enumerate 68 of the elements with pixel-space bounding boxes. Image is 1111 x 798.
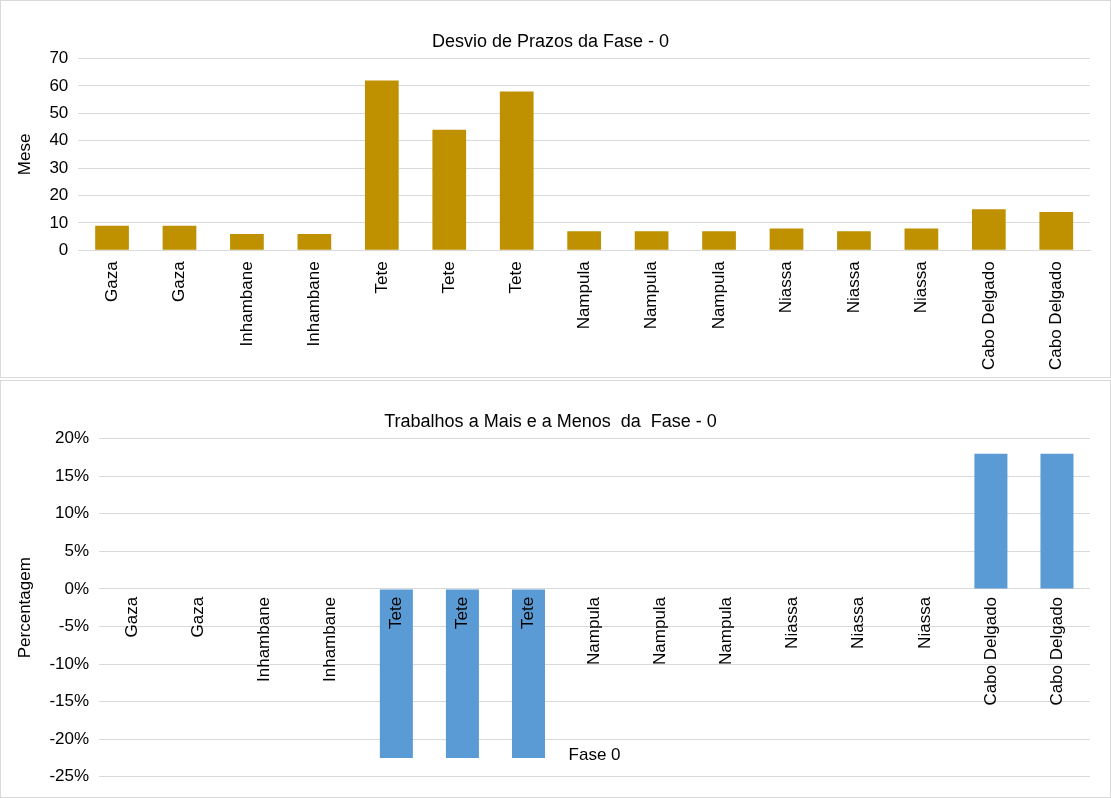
y-tick-label: -15% (49, 691, 90, 711)
bar (567, 231, 602, 250)
y-tick-label: 70 (49, 48, 69, 68)
y-tick-label: 40 (49, 130, 69, 150)
x-tick-label: Cabo Delgado (978, 261, 998, 371)
y-tick-label: 0 (58, 240, 69, 259)
bar (1039, 211, 1074, 250)
x-tick-label: Inhambane (304, 261, 324, 347)
x-tick-label: Niassa (911, 260, 931, 314)
x-tick-label: Nampula (641, 260, 661, 330)
x-tick-label: Cabo Delgado (1046, 596, 1066, 706)
y-tick-label: 20% (55, 428, 90, 448)
x-tick-label: Nampula (708, 260, 728, 330)
x-axis-title: Fase 0 (568, 744, 621, 764)
x-tick-label: Tete (452, 596, 472, 630)
x-tick-label: Niassa (914, 596, 934, 649)
bar (971, 209, 1006, 250)
bar (702, 231, 736, 250)
bar (769, 228, 804, 250)
x-tick-label: Niassa (782, 596, 802, 649)
bar (364, 80, 399, 250)
bar (499, 91, 534, 250)
bar (95, 225, 129, 250)
x-tick-label: Gaza (169, 260, 189, 302)
y-tick-label: -5% (58, 616, 90, 636)
chart-title: Trabalhos a Mais e a Menos da Fase - 0 (384, 410, 717, 431)
x-tick-label: Inhambane (253, 596, 273, 682)
y-tick-label: -20% (49, 728, 90, 748)
x-tick-label: Nampula (573, 260, 593, 330)
y-tick-label: 5% (64, 541, 90, 561)
bar (837, 231, 871, 250)
x-tick-label: Tete (438, 261, 458, 294)
bar (162, 225, 197, 250)
y-tick-label: 50 (49, 103, 69, 123)
y-tick-label: 10 (49, 212, 69, 232)
x-tick-label: Tete (386, 596, 406, 630)
x-tick-label: Niassa (776, 260, 796, 314)
y-tick-label: -10% (49, 653, 90, 673)
x-tick-label: Nampula (584, 596, 604, 665)
x-tick-label: Nampula (650, 596, 670, 665)
bar (432, 129, 467, 250)
y-axis-title: Mese (14, 133, 34, 176)
y-tick-label: 20 (49, 185, 69, 205)
bar (634, 231, 669, 250)
x-tick-label: Gaza (121, 596, 141, 638)
x-tick-label: Tete (506, 261, 526, 294)
x-tick-label: Nampula (716, 596, 736, 665)
y-axis-title: Percentagem (14, 557, 34, 659)
y-tick-label: 15% (55, 465, 90, 485)
x-tick-label: Tete (518, 596, 538, 630)
chart-title: Desvio de Prazos da Fase - 0 (431, 30, 670, 51)
x-tick-label: Niassa (843, 260, 863, 314)
x-tick-label: Gaza (187, 596, 207, 638)
y-tick-label: 0% (64, 578, 90, 598)
y-tick-label: -25% (49, 766, 90, 786)
y-tick-label: 10% (55, 503, 90, 523)
bar (230, 233, 264, 250)
x-tick-label: Inhambane (319, 596, 339, 682)
x-tick-label: Cabo Delgado (1045, 261, 1065, 371)
x-tick-label: Cabo Delgado (980, 596, 1000, 706)
bar (297, 233, 332, 250)
y-tick-label: 30 (49, 157, 69, 177)
x-tick-label: Niassa (848, 596, 868, 649)
x-tick-label: Inhambane (236, 261, 256, 347)
x-tick-label: Gaza (101, 260, 121, 302)
bar (904, 228, 939, 250)
y-tick-label: 60 (49, 75, 69, 95)
x-tick-label: Tete (371, 261, 391, 294)
